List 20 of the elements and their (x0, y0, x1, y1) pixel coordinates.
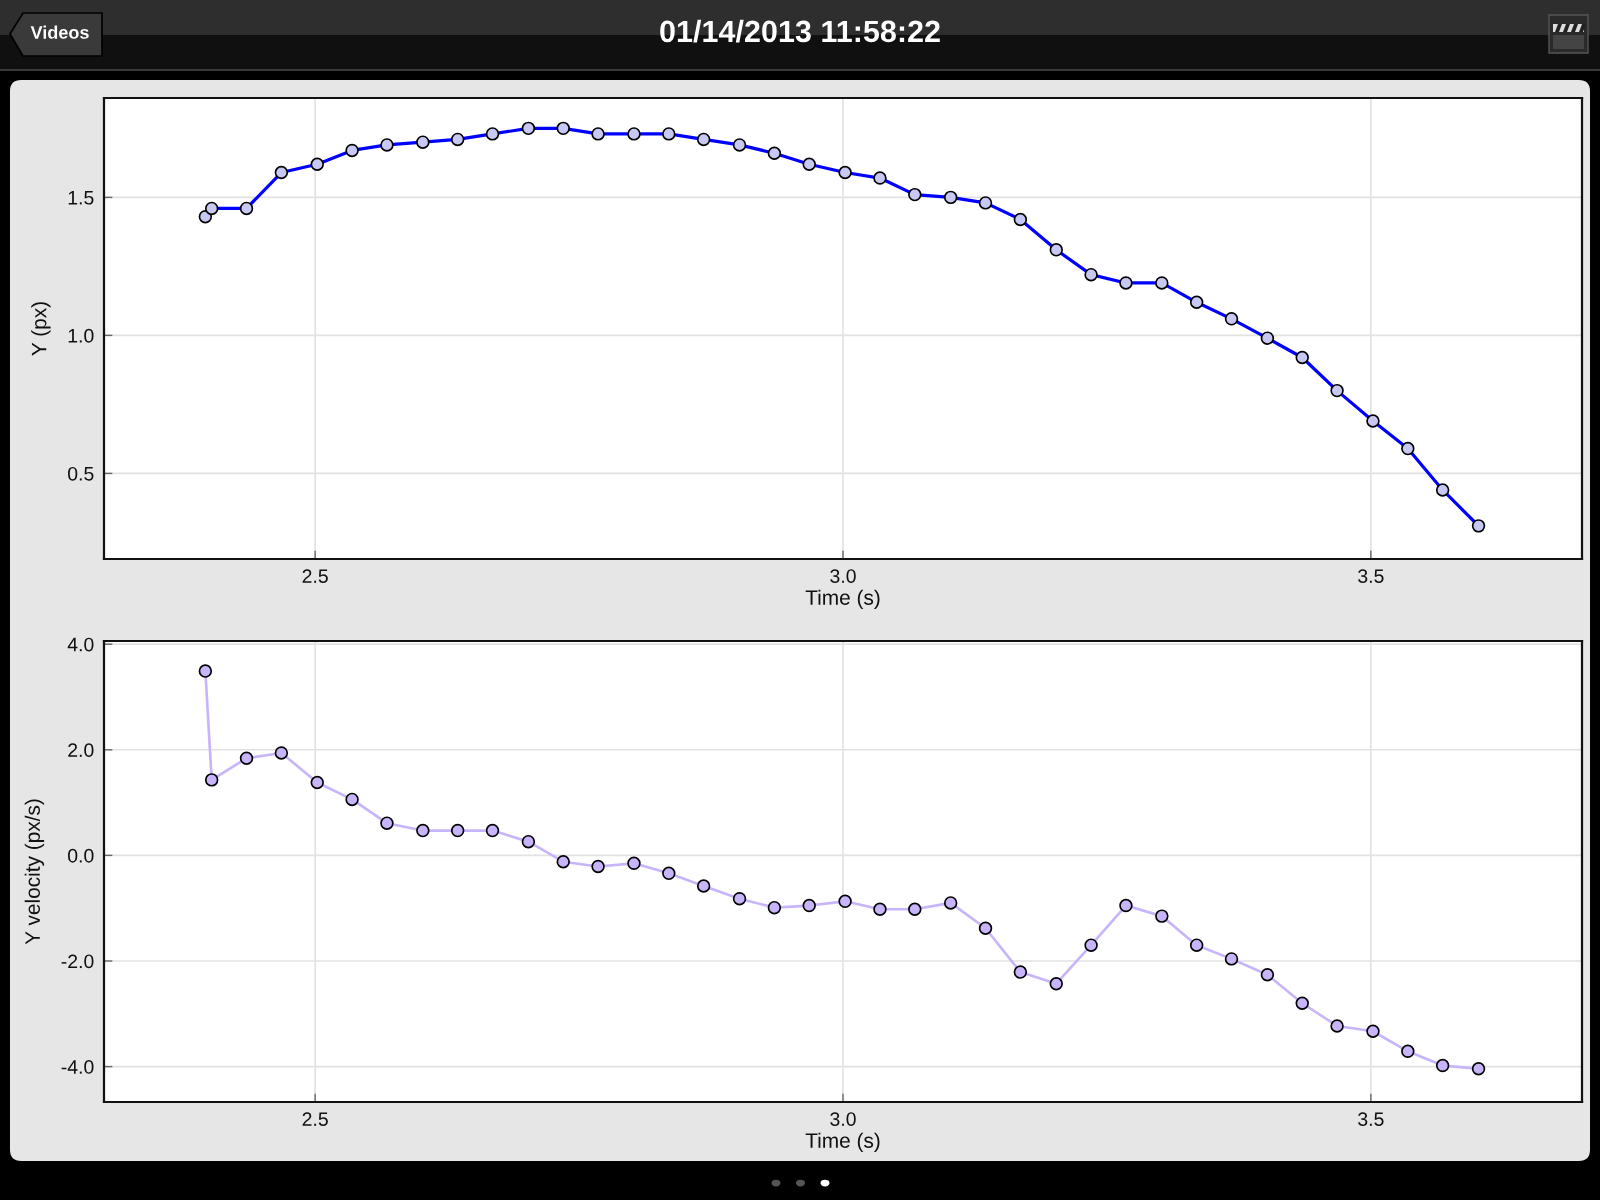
x-tick-label: 3.5 (1358, 1112, 1384, 1126)
y-tick-label: 1.0 (68, 328, 94, 343)
y-tick-label: -4.0 (61, 1060, 94, 1074)
x-tick-label: 2.5 (302, 569, 328, 583)
text: Videos (30, 25, 89, 39)
y-tick-label: 4.0 (67, 637, 94, 652)
y-tick-label: 2.0 (68, 743, 94, 758)
y-tick-label: 0.0 (68, 848, 94, 863)
y-tick-label: -2.0 (61, 954, 94, 969)
x-tick-label: 3.0 (830, 569, 856, 583)
y-axis-title: Y (px) (31, 302, 51, 356)
y-axis-title: Y velocity (px/s) (24, 799, 45, 945)
x-tick-label: 3.0 (830, 1112, 856, 1126)
y-tick-label: 0.5 (68, 466, 94, 481)
y-tick-label: 1.5 (68, 191, 94, 205)
x-tick-label: 2.5 (302, 1112, 328, 1126)
x-tick-label: 3.5 (1358, 569, 1384, 583)
x-axis-title: Time (s) (805, 1132, 880, 1153)
x-axis-title: Time (s) (805, 589, 880, 610)
chart-title: 01/14/2013 11:58:22 (660, 19, 940, 43)
